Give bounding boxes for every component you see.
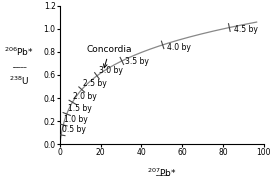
Text: ─────: ───── [12, 64, 26, 69]
Text: 2.0 by: 2.0 by [73, 92, 97, 101]
Text: $^{235}$U: $^{235}$U [152, 183, 172, 185]
Text: $^{238}$U: $^{238}$U [9, 75, 29, 87]
Text: $^{207}$Pb*: $^{207}$Pb* [147, 166, 177, 179]
Text: 3.5 by: 3.5 by [125, 57, 149, 65]
Text: ─────: ───── [155, 172, 169, 177]
Text: Concordia: Concordia [87, 45, 132, 68]
Text: 2.5 by: 2.5 by [83, 79, 107, 88]
Text: 4.5 by: 4.5 by [234, 26, 258, 34]
Text: 1.5 by: 1.5 by [67, 104, 91, 113]
Text: 3.0 by: 3.0 by [98, 66, 122, 75]
Text: $^{206}$Pb*: $^{206}$Pb* [4, 46, 34, 58]
Text: 0.5 by: 0.5 by [62, 125, 86, 134]
Text: 4.0 by: 4.0 by [167, 43, 191, 52]
Text: 1.0 by: 1.0 by [64, 115, 88, 124]
